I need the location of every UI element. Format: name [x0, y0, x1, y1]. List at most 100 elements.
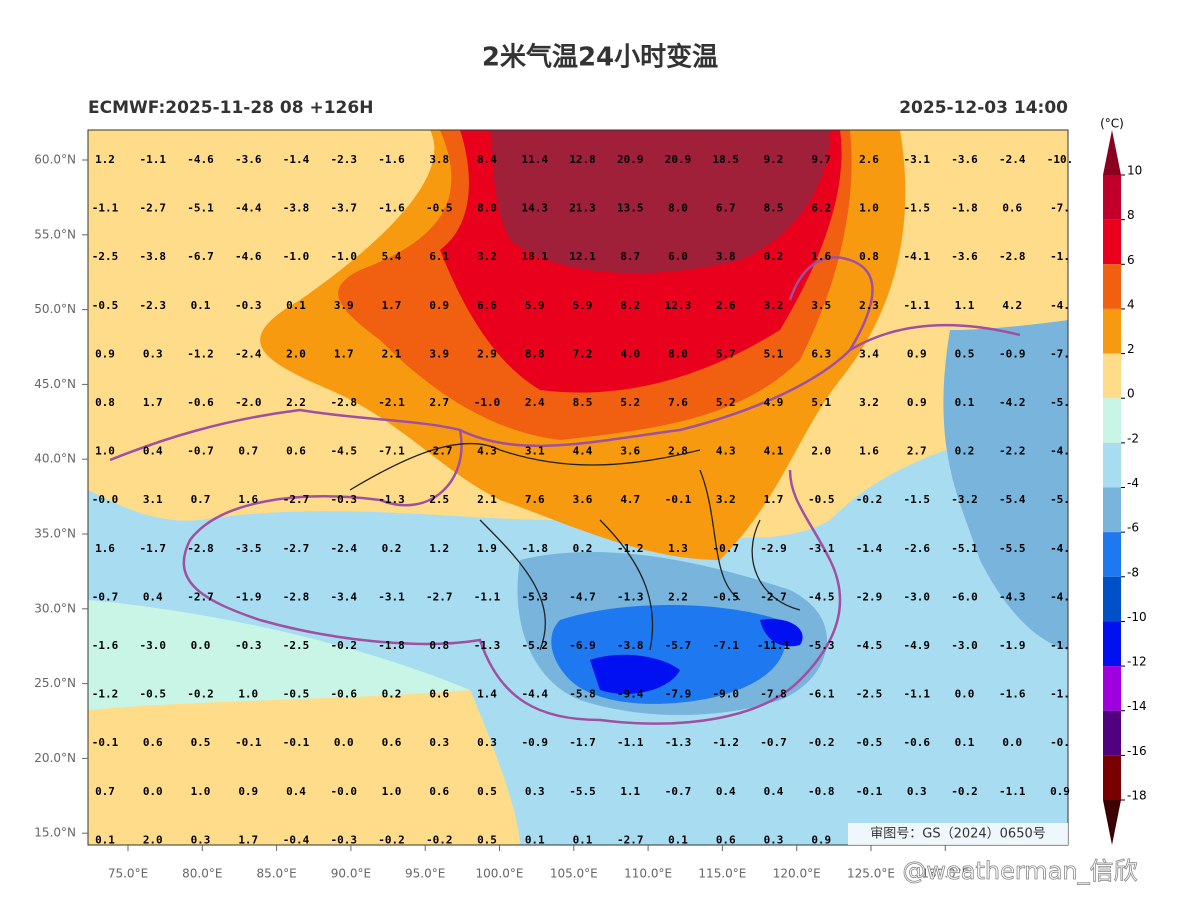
grid-value: 4.4 — [573, 445, 593, 458]
grid-value: -2.7 — [283, 493, 310, 506]
grid-value: 0.6 — [143, 736, 163, 749]
colorbar-band — [1103, 353, 1121, 399]
grid-value: -2.6 — [904, 542, 931, 555]
colorbar-unit: (°C) — [1100, 117, 1124, 131]
grid-value: 12.1 — [569, 250, 596, 263]
grid-value: 0.6 — [382, 736, 402, 749]
grid-value: -2.1 — [378, 396, 405, 409]
lon-label: 85.0°E — [256, 867, 296, 881]
grid-value: -3.0 — [140, 639, 167, 652]
colorbar-band — [1103, 532, 1121, 577]
grid-value: 4.7 — [620, 493, 640, 506]
grid-value: -0.5 — [92, 299, 119, 312]
grid-value: -5.7 — [665, 639, 692, 652]
grid-value: 1.7 — [143, 396, 163, 409]
grid-value: 0.8 — [95, 396, 115, 409]
grid-value: -2.0 — [235, 396, 262, 409]
grid-value: -9.0 — [713, 688, 740, 701]
grid-value: 8.4 — [477, 153, 497, 166]
grid-value: -2.3 — [140, 299, 167, 312]
colorbar-band — [1103, 621, 1121, 667]
grid-value: -1.2 — [92, 688, 119, 701]
grid-value: -0.9 — [522, 736, 549, 749]
grid-value: 4.0 — [620, 347, 640, 360]
grid-value: -4.5 — [856, 639, 883, 652]
colorbar-label: -4 — [1127, 476, 1139, 490]
colorbar-band — [1103, 576, 1121, 622]
grid-value: -0.6 — [187, 396, 214, 409]
grid-value: -5. — [1050, 396, 1070, 409]
grid-value: 1.0 — [191, 785, 211, 798]
grid-value: 1.6 — [238, 493, 258, 506]
grid-value: -5.8 — [569, 688, 596, 701]
grid-value: -0. — [1050, 736, 1070, 749]
colorbar-label: -18 — [1127, 789, 1147, 803]
grid-value: -7.1 — [713, 639, 740, 652]
lon-label: 120.0°E — [773, 867, 821, 881]
grid-value: -2.5 — [92, 250, 119, 263]
grid-value: 0.0 — [334, 736, 354, 749]
grid-value: -3.1 — [808, 542, 835, 555]
grid-value: -1.2 — [187, 347, 214, 360]
grid-value: 0.0 — [191, 639, 211, 652]
grid-value: -4.4 — [522, 688, 549, 701]
grid-value: -1. — [1050, 639, 1070, 652]
grid-value: -0.2 — [378, 833, 405, 846]
grid-value: -1.8 — [522, 542, 549, 555]
lon-label: 75.0°E — [108, 867, 148, 881]
colorbar-label: 0 — [1127, 387, 1135, 401]
grid-value: -4. — [1050, 590, 1070, 603]
grid-value: -0.3 — [331, 833, 358, 846]
grid-value: 5.4 — [382, 250, 402, 263]
grid-value: 0.1 — [668, 833, 688, 846]
grid-value: 0.2 — [573, 542, 593, 555]
map-frame — [87, 129, 1069, 846]
colorbar-band — [1103, 308, 1121, 354]
grid-value: -0.1 — [856, 785, 883, 798]
grid-value: -0.2 — [426, 833, 453, 846]
grid-value: 8.0 — [668, 347, 688, 360]
grid-value: 4.2 — [1002, 299, 1022, 312]
grid-value: 20.9 — [617, 153, 644, 166]
grid-value: -2.7 — [283, 542, 310, 555]
grid-value: -0.0 — [331, 785, 358, 798]
grid-value: 0.9 — [907, 396, 927, 409]
grid-value: -7. — [1050, 347, 1070, 360]
grid-value: -4.9 — [904, 639, 931, 652]
grid-value: 1.6 — [859, 445, 879, 458]
grid-value: -2.7 — [426, 590, 453, 603]
grid-value: -0.7 — [760, 736, 787, 749]
grid-value: 2.7 — [429, 396, 449, 409]
grid-value: -0.1 — [665, 493, 692, 506]
grid-value: -1.1 — [904, 688, 931, 701]
lon-label: 80.0°E — [182, 867, 222, 881]
grid-value: -5.5 — [569, 785, 596, 798]
colorbar-label: 10 — [1127, 164, 1142, 178]
grid-value: -2.9 — [760, 542, 787, 555]
grid-value: -0.3 — [235, 299, 262, 312]
grid-value: 8.0 — [668, 202, 688, 215]
grid-value: 3.5 — [811, 299, 831, 312]
grid-value: 0.2 — [955, 445, 975, 458]
grid-value: 0.3 — [907, 785, 927, 798]
grid-value: -3.6 — [951, 250, 978, 263]
grid-value: 0.4 — [716, 785, 736, 798]
grid-value: -2.7 — [187, 590, 214, 603]
grid-value: 4.1 — [764, 445, 784, 458]
grid-value: -1.8 — [378, 639, 405, 652]
grid-value: -0.2 — [187, 688, 214, 701]
grid-value: 18.1 — [522, 250, 549, 263]
grid-value: 0.6 — [429, 785, 449, 798]
grid-value: -3.8 — [140, 250, 167, 263]
grid-value: 0.4 — [143, 445, 163, 458]
grid-value: -1.5 — [904, 202, 931, 215]
grid-value: 6.0 — [668, 250, 688, 263]
grid-value: 1.6 — [95, 542, 115, 555]
grid-value: 5.2 — [716, 396, 736, 409]
grid-value: -0.5 — [808, 493, 835, 506]
grid-value: 3.2 — [716, 493, 736, 506]
colorbar-band — [1103, 755, 1121, 800]
grid-value: -3.7 — [331, 202, 358, 215]
grid-value: -1.6 — [378, 202, 405, 215]
valid-label: 2025-12-03 14:00 — [899, 98, 1068, 118]
